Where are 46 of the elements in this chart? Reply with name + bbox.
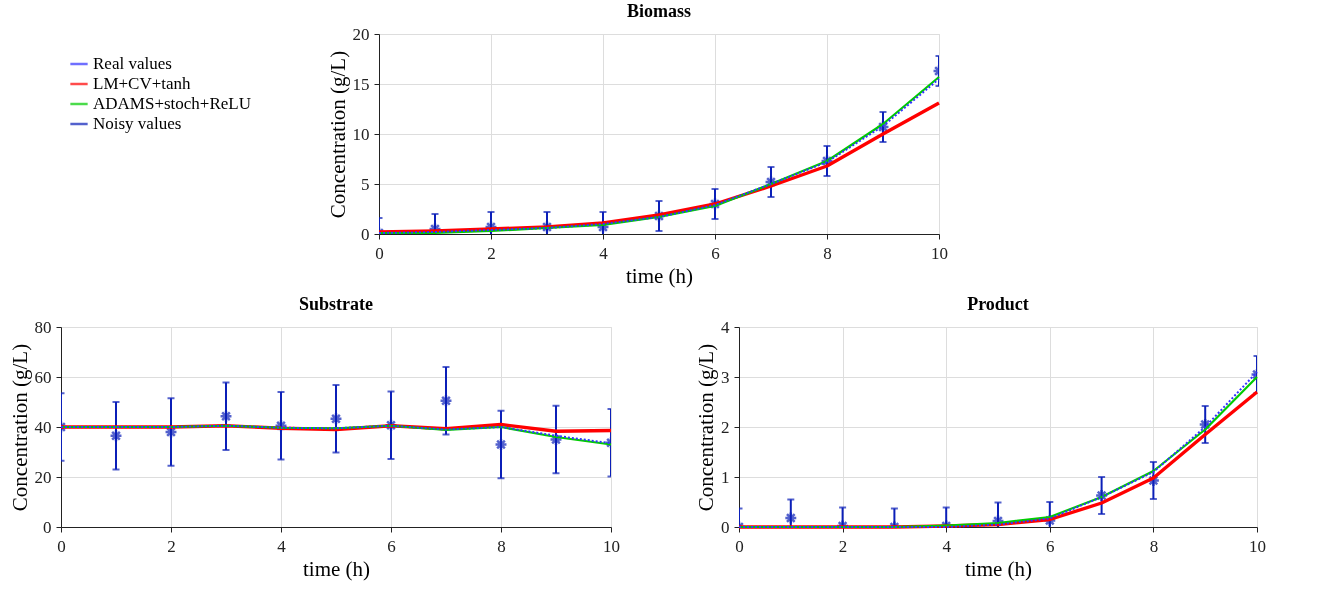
legend-label: Real values <box>93 54 172 73</box>
y-tick-label: 80 <box>34 317 52 337</box>
y-tick-label: 5 <box>361 174 370 194</box>
legend-label: ADAMS+stoch+ReLU <box>93 94 252 113</box>
x-tick-label: 10 <box>1249 536 1266 556</box>
x-tick-label: 0 <box>57 536 66 556</box>
y-tick-label: 60 <box>34 367 52 387</box>
x-tick-label: 4 <box>942 536 952 556</box>
y-tick-label: 3 <box>721 367 730 387</box>
x-tick-label: 2 <box>838 536 848 556</box>
x-tick-label: 8 <box>823 243 832 263</box>
x-tick-label: 4 <box>277 536 287 556</box>
chart-title: Product <box>967 294 1029 314</box>
y-tick-label: 40 <box>34 417 52 437</box>
x-tick-label: 2 <box>167 536 176 556</box>
y-tick-label: 4 <box>721 317 730 337</box>
x-tick-label: 6 <box>387 536 396 556</box>
x-tick-label: 0 <box>735 536 744 556</box>
x-tick-label: 8 <box>497 536 506 556</box>
x-tick-label: 6 <box>1046 536 1055 556</box>
y-tick-label: 10 <box>352 124 370 144</box>
y-tick-label: 0 <box>721 517 730 537</box>
y-tick-label: 0 <box>43 517 52 537</box>
x-tick-label: 10 <box>603 536 620 556</box>
x-tick-label: 0 <box>375 243 384 263</box>
chart-title: Substrate <box>298 294 374 314</box>
y-axis-title: Concentration (g/L) <box>694 343 718 512</box>
x-axis-title: time (h) <box>964 556 1033 581</box>
x-tick-label: 10 <box>931 243 948 263</box>
x-tick-label: 6 <box>711 243 720 263</box>
x-tick-label: 2 <box>487 243 496 263</box>
y-axis-title: Concentration (g/L) <box>325 50 350 219</box>
x-tick-label: 4 <box>599 243 609 263</box>
y-tick-label: 0 <box>361 224 370 244</box>
legend-label: LM+CV+tanh <box>93 74 192 93</box>
y-tick-label: 1 <box>721 467 730 487</box>
x-axis-title: time (h) <box>302 556 371 581</box>
chart-title: Biomass <box>626 1 692 21</box>
y-tick-label: 2 <box>721 417 730 437</box>
y-axis-title: Concentration (g/L) <box>7 343 32 512</box>
x-tick-label: 8 <box>1149 536 1159 556</box>
x-axis-title: time (h) <box>625 263 694 288</box>
y-tick-label: 20 <box>34 467 52 487</box>
y-tick-label: 15 <box>352 74 370 94</box>
legend-label: Noisy values <box>93 114 182 133</box>
y-tick-label: 20 <box>352 24 370 44</box>
